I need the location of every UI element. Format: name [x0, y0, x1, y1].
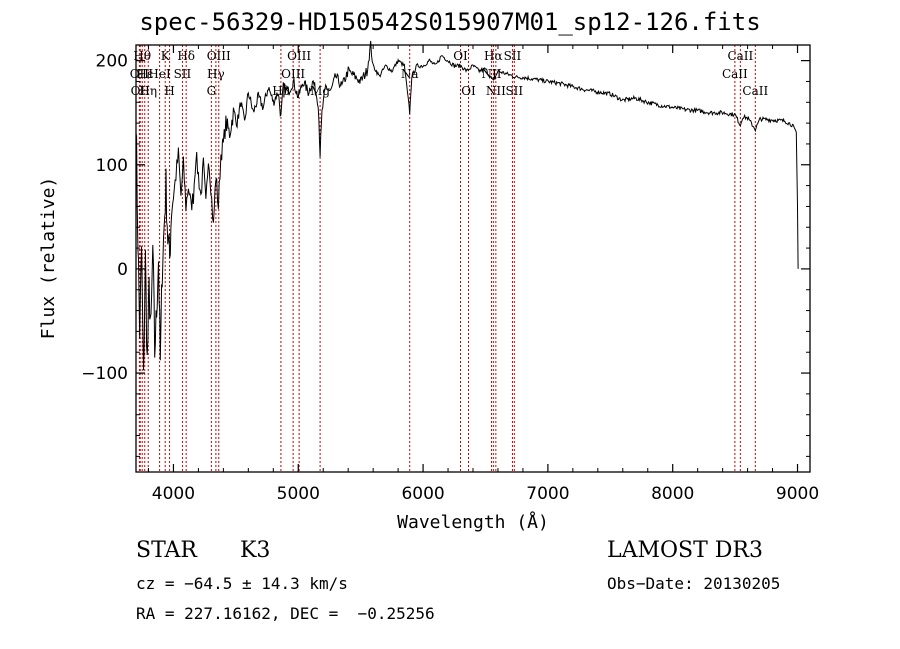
emission-line-label: H: [164, 84, 174, 98]
axis-ticks: 4000 5000 6000 7000 8000 9000 −100 0 100 200: [81, 45, 819, 504]
observation-date: Obs−Date: 20130205: [607, 574, 781, 593]
emission-line-markers: [138, 45, 756, 472]
emission-line-label: NII: [486, 84, 506, 98]
emission-line-label: Hα: [484, 49, 503, 63]
object-type: STAR: [136, 538, 197, 563]
emission-line-label: CaII: [742, 84, 768, 98]
redshift-velocity: cz = −64.5 ± 14.3 km/s: [136, 574, 348, 593]
x-axis-title: Wavelength (Å): [397, 511, 549, 533]
y-tick-label: 0: [117, 260, 128, 280]
emission-line-label: OI: [461, 84, 476, 98]
emission-line-label: OIII: [287, 49, 311, 63]
emission-line-label: NII: [481, 67, 501, 81]
emission-line-label: HeI: [148, 67, 171, 81]
x-tick-label: 5000: [277, 484, 320, 504]
emission-line-label: Hγ: [207, 67, 225, 81]
emission-line-label: Na: [401, 67, 419, 81]
chart-title: spec-56329-HD150542S015907M01_sp12-126.f…: [139, 8, 761, 36]
emission-line-label: Hη: [139, 84, 157, 98]
y-tick-label: 100: [96, 156, 128, 176]
emission-line-label: Hε: [136, 67, 153, 81]
y-axis-title: Flux (relative): [38, 177, 59, 340]
x-tick-label: 9000: [776, 484, 819, 504]
emission-line-label: Hθ: [133, 49, 151, 63]
emission-line-label: SII: [504, 49, 522, 63]
spectrum-line: [135, 40, 799, 371]
emission-line-label: Hβ: [272, 84, 289, 98]
emission-line-label: K: [161, 49, 171, 63]
emission-line-label: G: [207, 84, 217, 98]
survey-name: LAMOST DR3: [607, 538, 763, 563]
object-subclass: K3: [240, 538, 271, 563]
y-tick-label: −100: [81, 364, 128, 384]
spectrum-series: [135, 40, 799, 371]
emission-line-label: Hδ: [177, 49, 195, 63]
emission-line-label: OIII: [207, 49, 231, 63]
plot-frame: [135, 44, 811, 473]
y-tick-label: 200: [96, 52, 128, 72]
emission-line-label: SII: [505, 84, 523, 98]
emission-line-label: OII: [130, 67, 150, 81]
emission-line-label: OII: [131, 84, 151, 98]
coordinates: RA = 227.16162, DEC = −0.25256: [136, 604, 435, 623]
x-tick-label: 4000: [152, 484, 195, 504]
emission-line-labels: OIIOIIHθHεHηHeIKHSIIHδGHγOIIIHβOIIIOIIIM…: [130, 49, 769, 98]
x-tick-label: 7000: [526, 484, 569, 504]
emission-line-label: CaII: [727, 49, 753, 63]
emission-line-label: Mg: [310, 84, 330, 98]
x-tick-label: 8000: [651, 484, 694, 504]
x-tick-label: 6000: [401, 484, 444, 504]
emission-line-label: OIII: [281, 67, 305, 81]
emission-line-label: CaII: [722, 67, 748, 81]
emission-line-label: OI: [453, 49, 468, 63]
emission-line-label: SII: [174, 67, 192, 81]
